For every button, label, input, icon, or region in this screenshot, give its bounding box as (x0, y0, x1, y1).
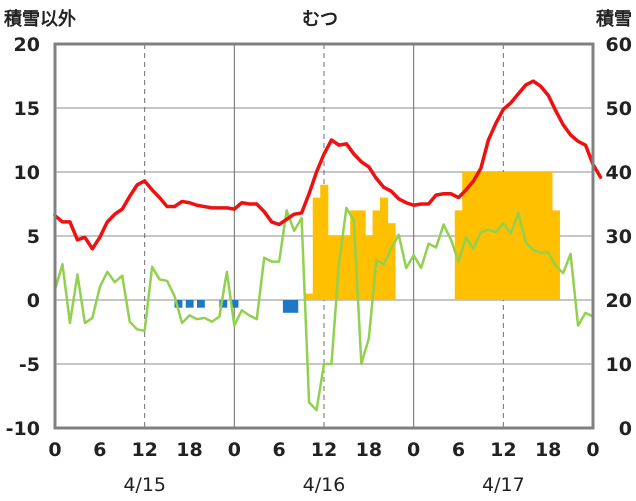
x-tick-label: 6 (273, 439, 286, 461)
right-axis-ticks: 0 10 20 30 40 50 60 (606, 34, 632, 440)
snow-depth-bar (387, 223, 396, 300)
left-tick-label: 20 (14, 34, 40, 56)
snow-depth-bars (305, 172, 560, 300)
x-tick-label: 12 (131, 439, 157, 461)
snow-depth-bar (499, 172, 508, 300)
snow-depth-bar (514, 172, 523, 300)
x-tick-label: 18 (356, 439, 382, 461)
x-tick-label: 12 (311, 439, 337, 461)
snow-depth-bar (350, 210, 359, 300)
precipitation-bar (290, 300, 299, 313)
snow-depth-bar (454, 210, 463, 300)
right-axis-label: 積雪 (595, 8, 632, 30)
x-tick-label: 6 (452, 439, 465, 461)
snow-depth-bar (357, 210, 366, 300)
x-tick-label: 0 (407, 439, 420, 461)
snow-depth-bar (365, 236, 374, 300)
snow-depth-bar (551, 210, 560, 300)
snow-depth-bar (372, 210, 381, 300)
precipitation-bar (174, 300, 183, 308)
x-tick-label: 0 (228, 439, 241, 461)
left-tick-label: 15 (14, 98, 40, 120)
x-tick-label: 18 (535, 439, 561, 461)
precipitation-bars (174, 300, 299, 313)
date-label: 4/16 (303, 474, 346, 496)
x-tick-label: 0 (586, 439, 599, 461)
chart-title: むつ (302, 9, 338, 30)
snow-depth-bar (529, 172, 538, 300)
snow-depth-bar (544, 172, 553, 300)
plot-frame (53, 42, 595, 430)
precipitation-bar (230, 300, 239, 308)
left-tick-label: -10 (6, 418, 40, 440)
gridlines (55, 44, 593, 428)
snow-depth-bar (320, 184, 329, 300)
left-tick-label: 5 (27, 226, 40, 248)
precipitation-bar (282, 300, 291, 313)
right-tick-label: 0 (619, 418, 632, 440)
x-tick-label: 18 (176, 439, 202, 461)
date-labels: 4/15 4/16 4/17 (123, 474, 524, 496)
left-axis-ticks: -10 -5 0 5 10 15 20 (6, 34, 40, 440)
snow-depth-bar (469, 172, 478, 300)
snow-depth-bar (305, 293, 314, 300)
right-tick-label: 50 (606, 98, 632, 120)
precipitation-bar (196, 300, 205, 308)
x-tick-label: 12 (490, 439, 516, 461)
snow-depth-bar (522, 172, 531, 300)
snow-depth-bar (507, 172, 516, 300)
snow-depth-bar (327, 236, 336, 300)
temperature-line (53, 79, 603, 251)
snow-depth-bar (484, 172, 493, 300)
date-label: 4/15 (123, 474, 166, 496)
right-tick-label: 60 (606, 34, 632, 56)
x-tick-label: 0 (48, 439, 61, 461)
snow-depth-bar (462, 172, 471, 300)
date-label: 4/17 (482, 474, 525, 496)
snow-depth-bar (342, 236, 351, 300)
snow-depth-bar (492, 172, 501, 300)
left-tick-label: -5 (19, 354, 40, 376)
snow-depth-bar (536, 172, 546, 300)
x-tick-label: 6 (93, 439, 106, 461)
right-tick-label: 10 (606, 354, 632, 376)
x-axis-ticks: 0 6 12 18 0 6 12 18 0 6 12 18 0 (48, 439, 599, 461)
precipitation-bar (219, 300, 228, 308)
snow-depth-bar (477, 172, 486, 300)
right-tick-label: 30 (606, 226, 632, 248)
left-tick-label: 0 (27, 290, 40, 312)
left-axis-label: 積雪以外 (3, 8, 76, 30)
snow-depth-bar (380, 197, 389, 300)
precipitation-bar (185, 300, 194, 308)
snow-depth-bar (312, 197, 321, 300)
wind-line (53, 206, 595, 412)
right-tick-label: 40 (606, 162, 632, 184)
left-tick-label: 10 (14, 162, 40, 184)
right-tick-label: 20 (606, 290, 632, 312)
